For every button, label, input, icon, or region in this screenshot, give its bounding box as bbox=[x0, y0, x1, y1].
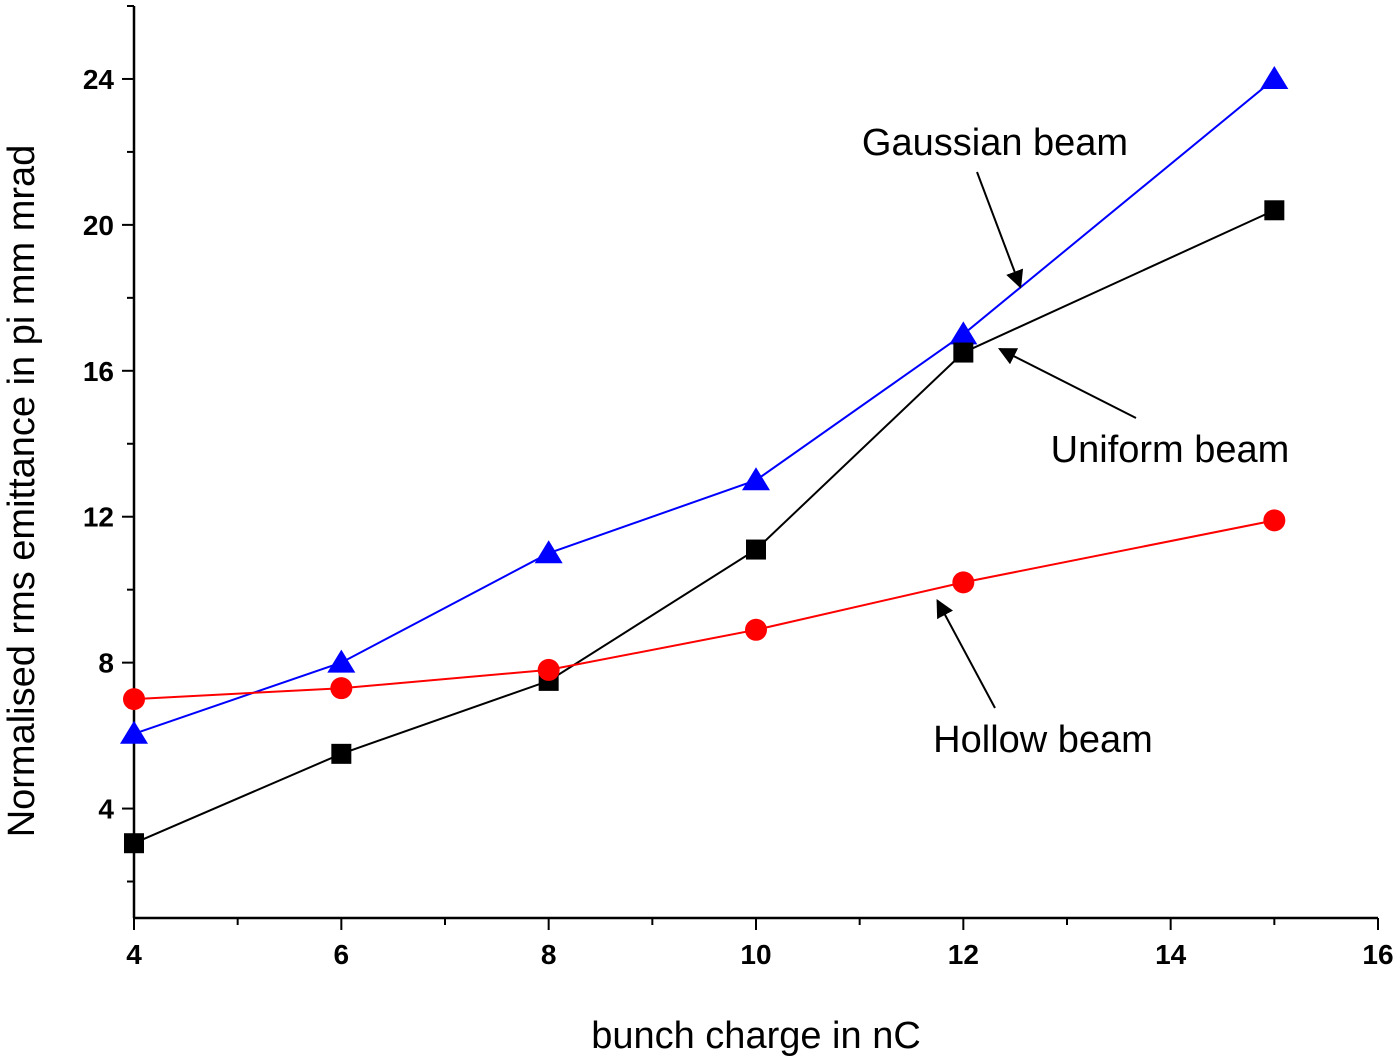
annotation-layer: Gaussian beam Uniform beam Hollow beam bbox=[862, 122, 1289, 761]
uniform-point bbox=[331, 743, 352, 764]
uniform-point bbox=[953, 342, 974, 363]
x-tick-label: 6 bbox=[334, 939, 350, 970]
gaussian-point bbox=[534, 540, 563, 564]
y-tick-label: 8 bbox=[98, 648, 114, 679]
y-axis-title: Normalised rms emittance in pi mm mrad bbox=[1, 145, 43, 838]
x-tick-label: 16 bbox=[1362, 939, 1393, 970]
hollow-point bbox=[537, 658, 560, 681]
hollow-line bbox=[133, 519, 1275, 701]
uniform-arrow bbox=[998, 348, 1137, 419]
series-hollow bbox=[123, 509, 1286, 711]
x-axis-title: bunch charge in nC bbox=[591, 1015, 921, 1057]
hollow-point bbox=[330, 677, 353, 700]
gaussian-point bbox=[949, 321, 978, 345]
hollow-point bbox=[1263, 509, 1286, 532]
gaussian-point bbox=[120, 720, 148, 744]
axes: 4 6 8 10 12 14 16 4 8 12 16 20 24 bbox=[83, 5, 1394, 970]
y-tick-label: 16 bbox=[83, 356, 114, 387]
y-tick-label: 20 bbox=[83, 210, 114, 241]
y-tick-label: 4 bbox=[98, 794, 114, 825]
hollow-arrow bbox=[936, 599, 996, 709]
y-tick-label: 12 bbox=[83, 502, 114, 533]
uniform-point bbox=[124, 833, 144, 854]
gaussian-line bbox=[133, 78, 1275, 735]
x-tick-label: 12 bbox=[948, 939, 979, 970]
hollow-point bbox=[952, 571, 975, 594]
hollow-label: Hollow beam bbox=[933, 719, 1153, 761]
series-uniform bbox=[124, 200, 1285, 854]
gaussian-arrow bbox=[976, 171, 1024, 289]
x-tick-label: 10 bbox=[740, 939, 771, 970]
hollow-point bbox=[745, 618, 767, 641]
y-tick-label: 24 bbox=[83, 64, 115, 95]
x-tick-label: 14 bbox=[1155, 939, 1187, 970]
gaussian-label: Gaussian beam bbox=[862, 122, 1128, 164]
gaussian-point bbox=[327, 649, 356, 673]
series-layer bbox=[120, 65, 1289, 854]
uniform-line bbox=[133, 209, 1275, 845]
gaussian-point bbox=[1260, 65, 1289, 89]
uniform-label: Uniform beam bbox=[1051, 429, 1290, 471]
hollow-point bbox=[123, 688, 145, 711]
uniform-point bbox=[746, 539, 766, 560]
x-tick-label: 8 bbox=[541, 939, 557, 970]
gaussian-point bbox=[742, 467, 770, 491]
series-gaussian bbox=[120, 65, 1289, 744]
uniform-point bbox=[1264, 200, 1285, 221]
x-tick-label: 4 bbox=[126, 939, 142, 970]
